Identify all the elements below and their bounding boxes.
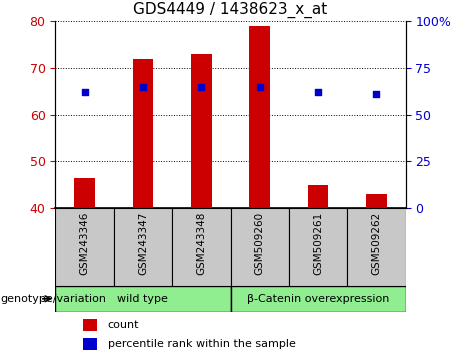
Point — [139, 84, 147, 90]
Text: GSM509261: GSM509261 — [313, 212, 323, 275]
Point — [81, 90, 88, 95]
Bar — [191, 54, 212, 208]
Text: GSM243348: GSM243348 — [196, 212, 207, 275]
Bar — [55, 286, 230, 312]
Bar — [83, 319, 97, 331]
Bar — [74, 178, 95, 208]
Text: GSM243347: GSM243347 — [138, 212, 148, 275]
Bar — [249, 26, 270, 208]
Text: GSM509260: GSM509260 — [254, 212, 265, 275]
Point — [198, 84, 205, 90]
Bar — [289, 208, 347, 286]
Point — [256, 84, 263, 90]
Text: GSM509262: GSM509262 — [372, 212, 382, 275]
Bar — [230, 286, 406, 312]
Bar — [230, 208, 289, 286]
Text: β-Catenin overexpression: β-Catenin overexpression — [247, 294, 389, 304]
Bar — [114, 208, 172, 286]
Text: wild type: wild type — [118, 294, 168, 304]
Bar — [55, 208, 114, 286]
Bar — [366, 194, 387, 208]
Point — [314, 90, 322, 95]
Text: percentile rank within the sample: percentile rank within the sample — [108, 339, 296, 349]
Bar — [347, 208, 406, 286]
Text: genotype/variation: genotype/variation — [0, 294, 106, 304]
Title: GDS4449 / 1438623_x_at: GDS4449 / 1438623_x_at — [133, 2, 328, 18]
Bar — [308, 185, 328, 208]
Point — [373, 91, 380, 97]
Text: GSM243346: GSM243346 — [79, 212, 89, 275]
Bar — [172, 208, 230, 286]
Bar — [133, 59, 153, 208]
Text: count: count — [108, 320, 139, 330]
Bar — [83, 338, 97, 350]
